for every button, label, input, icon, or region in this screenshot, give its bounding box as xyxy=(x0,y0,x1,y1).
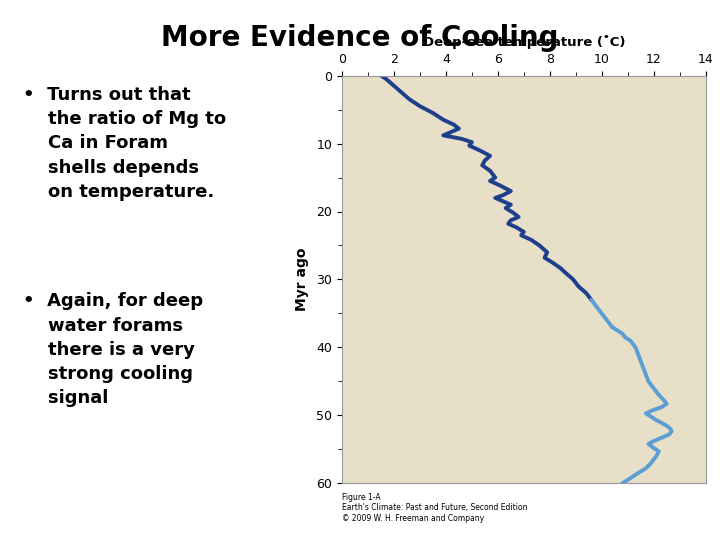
Text: Figure 1-A: Figure 1-A xyxy=(342,492,381,502)
Text: •  Turns out that
    the ratio of Mg to
    Ca in Foram
    shells depends
    : • Turns out that the ratio of Mg to Ca i… xyxy=(24,86,227,201)
Y-axis label: Myr ago: Myr ago xyxy=(295,248,310,311)
Text: Earth's Climate: Past and Future, Second Edition: Earth's Climate: Past and Future, Second… xyxy=(342,503,528,512)
Text: © 2009 W. H. Freeman and Company: © 2009 W. H. Freeman and Company xyxy=(342,514,484,523)
Text: •  Again, for deep
    water forams
    there is a very
    strong cooling
    s: • Again, for deep water forams there is … xyxy=(24,292,204,408)
X-axis label: Deep-sea temperature (˚C): Deep-sea temperature (˚C) xyxy=(423,35,625,49)
Text: More Evidence of Cooling: More Evidence of Cooling xyxy=(161,24,559,52)
